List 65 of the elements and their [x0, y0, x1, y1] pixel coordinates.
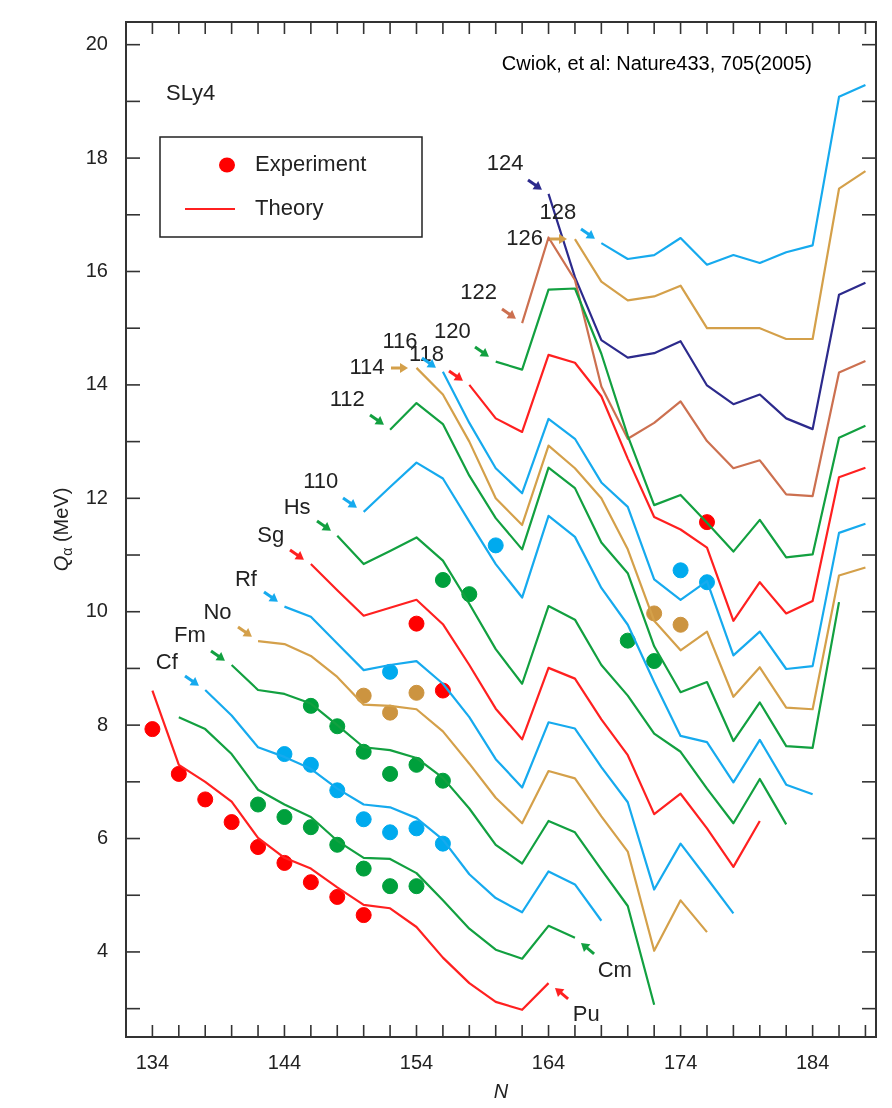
legend-label: Experiment [255, 151, 367, 177]
x-tick-label: 184 [795, 1050, 830, 1073]
point [170, 765, 187, 782]
y-tick-label: 6 [96, 826, 108, 849]
point [250, 839, 267, 856]
point [487, 537, 504, 554]
point [355, 907, 372, 924]
point [144, 721, 161, 738]
y-tick-label: 12 [85, 485, 108, 508]
point [382, 663, 399, 680]
y-tick-label: 18 [85, 145, 108, 168]
annotation: Hs [283, 493, 311, 519]
annotation: Fm [173, 622, 206, 648]
annotation: No [203, 599, 232, 625]
y-tick-label: 8 [96, 712, 108, 735]
point [355, 687, 372, 704]
point [302, 819, 319, 836]
legend-label: Theory [255, 195, 324, 221]
annotation: 126 [506, 225, 543, 251]
point [382, 824, 399, 841]
point [672, 562, 689, 579]
annotation: Cm [597, 956, 632, 982]
point [408, 878, 425, 895]
point [223, 814, 240, 831]
point [382, 878, 399, 895]
point [672, 616, 689, 633]
point [355, 860, 372, 877]
point [355, 811, 372, 828]
point [197, 791, 214, 808]
annotation: 124 [486, 149, 524, 175]
point [250, 796, 267, 813]
point [408, 684, 425, 701]
point [619, 632, 636, 649]
point [302, 874, 319, 891]
x-tick-label: 144 [267, 1050, 302, 1073]
point [434, 571, 451, 588]
annotation: 114 [349, 353, 385, 379]
y-tick-label: 16 [85, 259, 108, 282]
point [382, 704, 399, 721]
y-axis-title: Qα (MeV) [49, 487, 75, 572]
annotation: 112 [329, 385, 365, 411]
annotation: Rf [234, 565, 258, 591]
x-tick-label: 164 [531, 1050, 566, 1073]
point [408, 615, 425, 632]
y-tick-label: 10 [85, 599, 108, 622]
point [276, 808, 293, 825]
point [646, 653, 663, 670]
x-tick-label: 174 [663, 1050, 698, 1073]
y-tick-label: 14 [85, 372, 108, 395]
y-tick-label: 20 [85, 32, 108, 55]
annotation: Sg [257, 522, 285, 548]
point [382, 765, 399, 782]
annotation: 120 [433, 317, 471, 343]
y-tick-label: 4 [96, 939, 108, 962]
annotation: Pu [572, 1000, 600, 1026]
annotation: SLy4 [166, 80, 216, 106]
annotation: Cwiok, et al: Nature433, 705(2005) [501, 51, 812, 74]
x-axis-title: N [493, 1079, 509, 1102]
point [408, 820, 425, 837]
point [329, 888, 346, 905]
x-tick-label: 154 [399, 1050, 434, 1073]
x-tick-label: 134 [135, 1050, 170, 1073]
annotation: 110 [303, 468, 339, 494]
annotation: Cf [155, 649, 179, 675]
annotation: 122 [460, 278, 498, 304]
